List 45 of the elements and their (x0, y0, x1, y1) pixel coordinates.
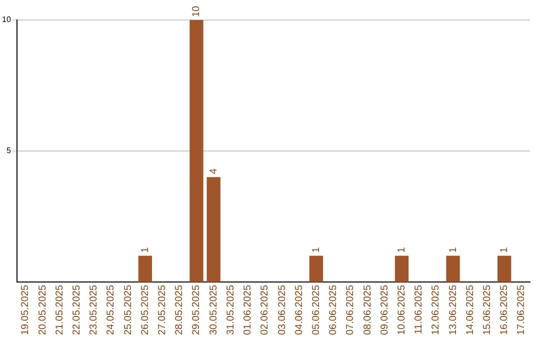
data-label: 1 (140, 246, 151, 253)
data-label: 4 (208, 168, 220, 174)
x-tick-label: 26.05.2025 (140, 284, 151, 336)
x-tick-label: 28.05.2025 (174, 284, 186, 336)
x-tick-label: 15.06.2025 (482, 284, 493, 336)
x-tick-label: 02.06.2025 (260, 284, 271, 336)
bar (309, 256, 324, 282)
x-tick-label: 09.06.2025 (379, 284, 390, 336)
x-tick-label: 04.06.2025 (294, 284, 305, 336)
bar (498, 256, 512, 282)
x-tick-label: 11.06.2025 (414, 284, 425, 334)
x-tick-label: 06.06.2025 (328, 284, 340, 336)
x-tick-label: 13.06.2025 (448, 284, 459, 336)
x-tick-label: 16.06.2025 (499, 284, 510, 336)
x-tick-label: 08.06.2025 (362, 284, 374, 336)
x-tick-label: 23.05.2025 (88, 284, 100, 336)
x-tick-label: 10.06.2025 (396, 284, 408, 336)
data-label: 1 (448, 246, 459, 253)
x-tick-label: 03.06.2025 (276, 284, 288, 336)
x-tick-label: 05.06.2025 (310, 284, 322, 336)
y-tick-label: 5 (6, 146, 12, 156)
bar (446, 256, 460, 282)
x-tick-label: 24.05.2025 (106, 284, 117, 336)
data-label: 1 (396, 246, 408, 253)
x-tick-label: 07.06.2025 (345, 284, 356, 336)
x-tick-label: 27.05.2025 (157, 284, 168, 336)
bar (206, 177, 220, 282)
x-tick-label: 21.05.2025 (54, 284, 66, 336)
bar (394, 256, 409, 282)
x-tick-label: 30.05.2025 (208, 284, 220, 336)
data-label: 10 (191, 5, 202, 17)
x-tick-label: 14.06.2025 (464, 284, 476, 336)
x-tick-label: 29.05.2025 (191, 284, 202, 336)
x-tick-label: 19.05.2025 (20, 284, 32, 336)
x-tick-label: 31.05.2025 (225, 284, 236, 336)
bar (190, 20, 204, 282)
x-tick-label: 20.05.2025 (37, 284, 48, 336)
bar (138, 256, 152, 282)
x-tick-label: 01.06.2025 (242, 284, 254, 336)
x-tick-label: 17.06.2025 (516, 284, 528, 336)
x-tick-label: 12.06.2025 (430, 284, 442, 336)
data-label: 1 (499, 246, 510, 253)
x-tick-label: 22.05.2025 (72, 284, 83, 336)
x-tick-label: 25.05.2025 (122, 284, 134, 336)
data-label: 1 (310, 246, 322, 253)
